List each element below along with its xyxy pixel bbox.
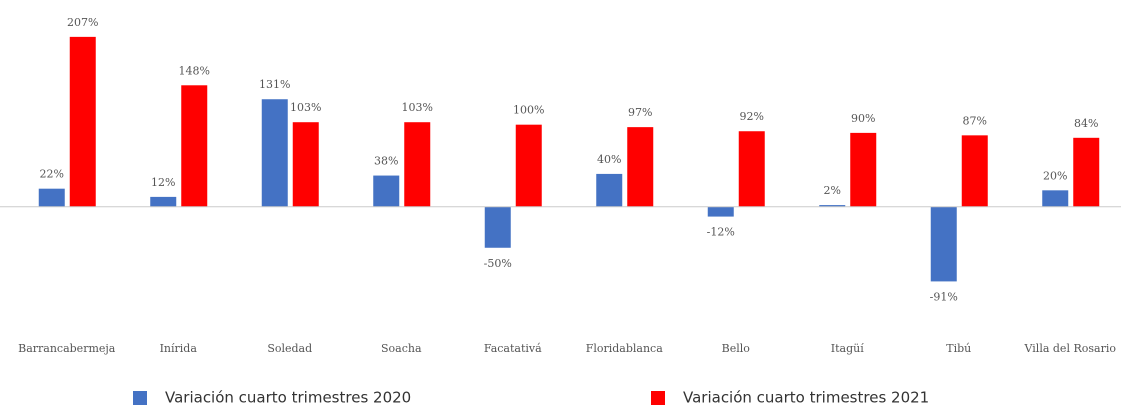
bar [181, 85, 208, 207]
x-tick-label: Soledad [267, 342, 312, 355]
bar [261, 99, 288, 207]
value-label: 20% [1043, 169, 1067, 182]
bar [707, 206, 734, 217]
bar [69, 36, 96, 207]
value-label: 148% [179, 64, 210, 77]
legend-swatch [133, 391, 147, 405]
value-label: 87% [963, 114, 987, 127]
bar [961, 135, 988, 207]
value-label: -12% [707, 226, 735, 239]
value-label: -91% [930, 290, 958, 303]
x-tick-label: Inírida [160, 342, 198, 355]
value-label: 12% [151, 176, 175, 189]
value-label: 100% [513, 104, 544, 117]
legend-swatch [651, 391, 665, 405]
bar [292, 122, 319, 207]
value-label: 103% [402, 101, 433, 114]
x-tick-label: Facatativá [484, 342, 542, 355]
bar [930, 206, 957, 282]
value-label: 22% [40, 168, 64, 181]
value-label: 207% [67, 16, 98, 29]
x-tick-label: Tibú [946, 342, 971, 355]
bar [1042, 190, 1069, 207]
value-label: 97% [628, 106, 652, 119]
bar [373, 175, 400, 207]
bar [515, 124, 542, 207]
bar [596, 173, 623, 207]
bar [850, 132, 877, 207]
value-label: 2% [824, 184, 841, 197]
bar [150, 196, 177, 207]
bar [38, 188, 65, 207]
x-tick-label: Floridablanca [586, 342, 664, 355]
x-tick-label: Bello [722, 342, 751, 355]
value-label: 84% [1074, 117, 1098, 130]
x-tick-label: Villa del Rosario [1024, 342, 1117, 355]
value-label: 38% [374, 155, 398, 168]
legend-label: Variación cuarto trimestres 2020 [165, 389, 411, 407]
bar [738, 131, 765, 207]
x-tick-label: Barrancabermeja [18, 342, 116, 355]
bar [627, 127, 654, 207]
bar [404, 122, 431, 207]
value-label: 131% [259, 78, 290, 91]
bar [1073, 137, 1100, 207]
value-label: -50% [484, 257, 512, 270]
value-label: 103% [290, 101, 321, 114]
value-label: 90% [851, 112, 875, 125]
bar [484, 206, 511, 248]
value-label: 92% [740, 110, 764, 123]
legend-label: Variación cuarto trimestres 2021 [683, 389, 929, 407]
x-tick-label: Itagüí [831, 342, 864, 355]
x-tick-label: Soacha [381, 342, 422, 355]
value-label: 40% [597, 153, 621, 166]
bar [819, 205, 846, 207]
